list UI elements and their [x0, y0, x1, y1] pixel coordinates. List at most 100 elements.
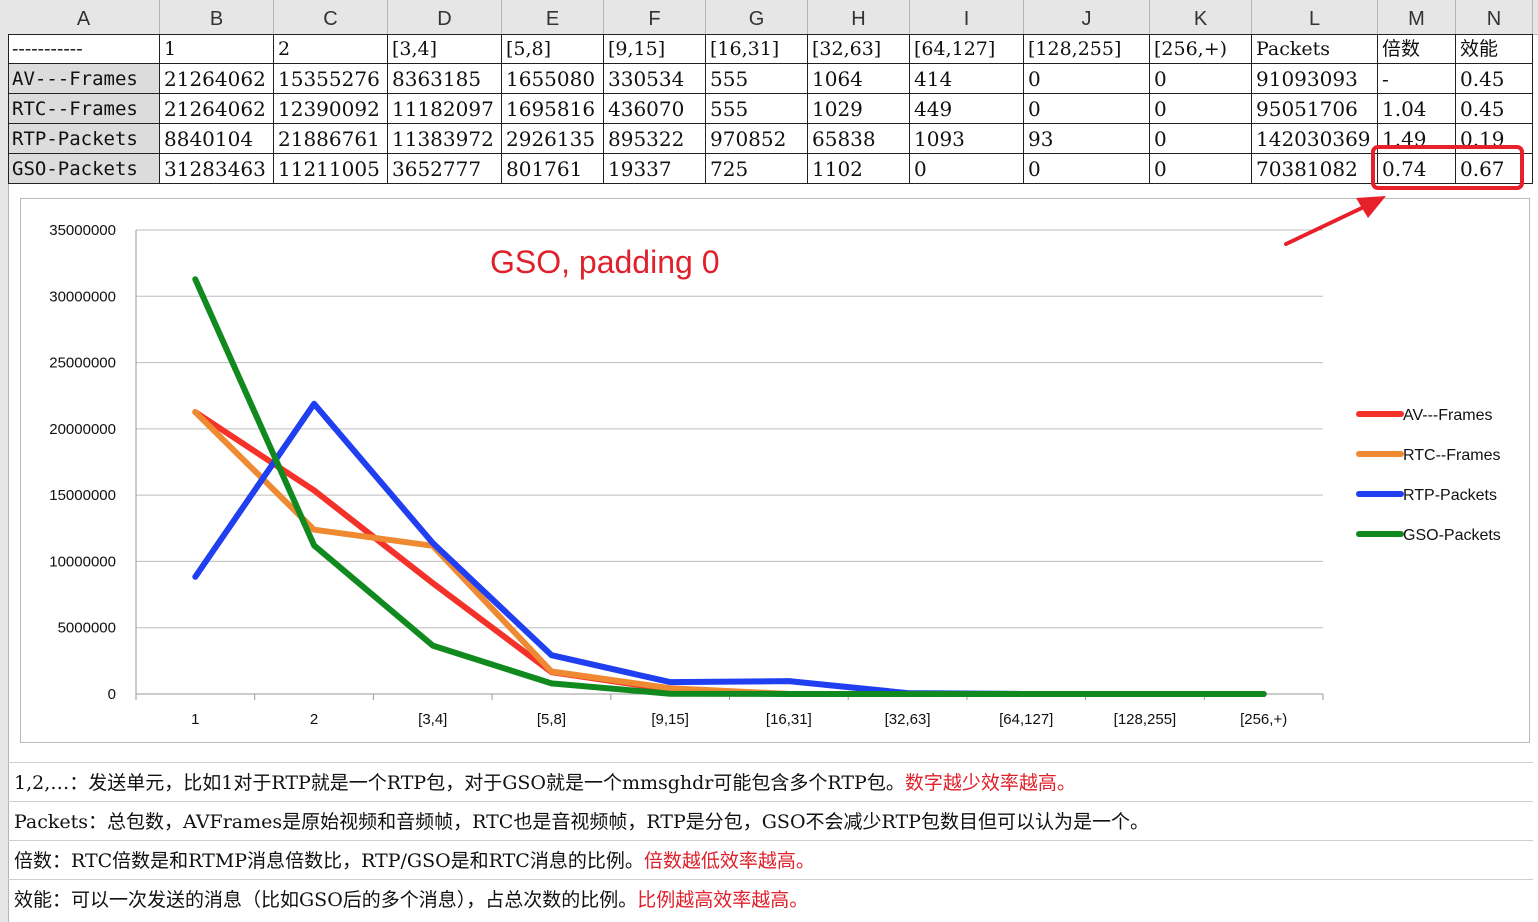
table-cell[interactable]: 31283463 [160, 154, 274, 184]
table-cell[interactable]: 895322 [604, 124, 706, 154]
y-tick-label: 10000000 [49, 553, 116, 570]
table-cell[interactable]: 91093093 [1252, 64, 1378, 94]
table-cell[interactable]: 0.45 [1456, 64, 1533, 94]
chart-canvas: 0 5000000 10000000 15000000 20000000 25000000… [49, 222, 1501, 728]
table-cell[interactable]: 8363185 [388, 64, 502, 94]
table-cell[interactable]: 1093 [910, 124, 1024, 154]
table-cell[interactable]: 142030369 [1252, 124, 1378, 154]
table-cell[interactable]: 19337 [604, 154, 706, 184]
x-tick-label: [256,+) [1240, 711, 1287, 728]
table-header-cell[interactable]: [3,4] [388, 34, 502, 64]
table-cell[interactable]: 0 [1150, 124, 1252, 154]
note-row: 1,2,…：发送单元，比如1对于RTP就是一个RTP包，对于GSO就是一个mms… [8, 762, 1533, 800]
table-cell[interactable]: 0 [1150, 154, 1252, 184]
table-cell[interactable]: 0.67 [1456, 154, 1533, 184]
column-letter-j[interactable]: J [1024, 0, 1150, 34]
series-line-gso-packets [192, 276, 1267, 697]
table-cell[interactable]: 1.04 [1378, 94, 1456, 124]
table-header-cell[interactable]: [64,127] [910, 34, 1024, 64]
table-header-cell[interactable]: 1 [160, 34, 274, 64]
table-cell[interactable]: 65838 [808, 124, 910, 154]
column-letter-e[interactable]: E [502, 0, 604, 34]
table-cell[interactable]: 555 [706, 94, 808, 124]
x-tick-label: [32,63] [885, 711, 931, 728]
table-cell[interactable]: 1102 [808, 154, 910, 184]
table-cell[interactable]: 11182097 [388, 94, 502, 124]
table-cell[interactable]: 3652777 [388, 154, 502, 184]
row-label-cell[interactable]: AV---Frames [8, 64, 160, 94]
table-cell[interactable]: 0.74 [1378, 154, 1456, 184]
table-cell[interactable]: 21264062 [160, 94, 274, 124]
column-letter-i[interactable]: I [910, 0, 1024, 34]
table-cell[interactable]: 2926135 [502, 124, 604, 154]
column-letter-d[interactable]: D [388, 0, 502, 34]
column-letter-a[interactable]: A [8, 0, 160, 34]
table-cell[interactable]: 725 [706, 154, 808, 184]
table-header-cell[interactable]: [16,31] [706, 34, 808, 64]
table-cell[interactable]: 449 [910, 94, 1024, 124]
table-header-cell[interactable]: ----------- [8, 34, 160, 64]
table-cell[interactable]: 970852 [706, 124, 808, 154]
column-letter-k[interactable]: K [1150, 0, 1252, 34]
table-cell[interactable]: 330534 [604, 64, 706, 94]
column-letter-l[interactable]: L [1252, 0, 1378, 34]
table-cell[interactable]: 0 [1150, 94, 1252, 124]
note-highlight: 倍数越低效率越高。 [643, 850, 815, 872]
table-header-cell[interactable]: [128,255] [1024, 34, 1150, 64]
table-cell[interactable]: 0.45 [1456, 94, 1533, 124]
table-cell[interactable]: 1695816 [502, 94, 604, 124]
column-letter-g[interactable]: G [706, 0, 808, 34]
column-letter-b[interactable]: B [160, 0, 274, 34]
table-cell[interactable]: - [1378, 64, 1456, 94]
column-letter-c[interactable]: C [274, 0, 388, 34]
table-header-cell[interactable]: 倍数 [1378, 34, 1456, 64]
table-cell[interactable]: 8840104 [160, 124, 274, 154]
line-chart[interactable]: 0 5000000 10000000 15000000 20000000 25000000… [20, 198, 1530, 743]
table-cell[interactable]: 436070 [604, 94, 706, 124]
note-text: 倍数：RTC倍数是和RTMP消息倍数比，RTP/GSO是和RTC消息的比例。 [14, 850, 644, 872]
table-cell[interactable]: 414 [910, 64, 1024, 94]
row-label-cell[interactable]: GSO-Packets [8, 154, 160, 184]
table-header-cell[interactable]: [9,15] [604, 34, 706, 64]
table-cell[interactable]: 12390092 [274, 94, 388, 124]
table-cell[interactable]: 0 [910, 154, 1024, 184]
table-cell[interactable]: 11383972 [388, 124, 502, 154]
x-tick-label: [64,127] [999, 711, 1053, 728]
note-text: Packets：总包数，AVFrames是原始视频和音频帧，RTC也是音视频帧，… [14, 811, 1149, 833]
column-letter-f[interactable]: F [604, 0, 706, 34]
legend-label: AV---Frames [1403, 407, 1492, 424]
table-cell[interactable]: 95051706 [1252, 94, 1378, 124]
table-cell[interactable]: 801761 [502, 154, 604, 184]
table-cell[interactable]: 93 [1024, 124, 1150, 154]
table-cell[interactable]: 21264062 [160, 64, 274, 94]
table-cell[interactable]: 1029 [808, 94, 910, 124]
legend-label: RTP-Packets [1403, 487, 1497, 504]
table-cell[interactable]: 70381082 [1252, 154, 1378, 184]
note-text: 效能：可以一次发送的消息（比如GSO后的多个消息），占总次数的比例。 [14, 889, 638, 911]
table-cell[interactable]: 0 [1150, 64, 1252, 94]
x-tick-label: [9,15] [651, 711, 689, 728]
table-header-cell[interactable]: 2 [274, 34, 388, 64]
y-tick-label: 25000000 [49, 355, 116, 372]
table-cell[interactable]: 1064 [808, 64, 910, 94]
row-label-cell[interactable]: RTP-Packets [8, 124, 160, 154]
table-cell[interactable]: 11211005 [274, 154, 388, 184]
table-header-cell[interactable]: [256,+) [1150, 34, 1252, 64]
table-header-cell[interactable]: [32,63] [808, 34, 910, 64]
table-cell[interactable]: 1655080 [502, 64, 604, 94]
column-letter-h[interactable]: H [808, 0, 910, 34]
table-header-cell[interactable]: 效能 [1456, 34, 1533, 64]
table-header-cell[interactable]: [5,8] [502, 34, 604, 64]
table-cell[interactable]: 0 [1024, 94, 1150, 124]
table-header-cell[interactable]: Packets [1252, 34, 1378, 64]
column-letter-m[interactable]: M [1378, 0, 1456, 34]
table-cell[interactable]: 0 [1024, 154, 1150, 184]
table-cell[interactable]: 0 [1024, 64, 1150, 94]
row-label-cell[interactable]: RTC--Frames [8, 94, 160, 124]
y-tick-label: 0 [108, 686, 116, 703]
table-cell[interactable]: 21886761 [274, 124, 388, 154]
table-cell[interactable]: 15355276 [274, 64, 388, 94]
column-letter-n[interactable]: N [1456, 0, 1533, 34]
table-cell[interactable]: 555 [706, 64, 808, 94]
